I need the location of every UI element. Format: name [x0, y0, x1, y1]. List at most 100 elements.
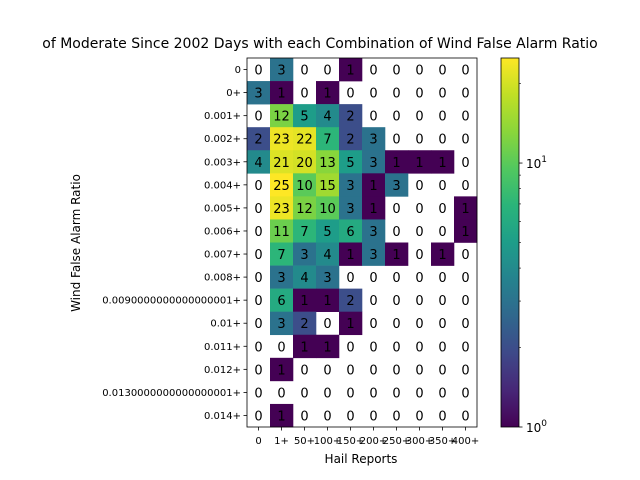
colorbar-gradient — [500, 57, 520, 428]
cell-value-label: 0 — [438, 110, 446, 125]
x-tick-label: 250+ — [383, 436, 410, 447]
cell-value-label: 15 — [319, 179, 336, 194]
cell-value-label: 0 — [438, 340, 446, 355]
y-tick-label: 0.0090000000000000001+ — [102, 296, 241, 307]
heatmap-cell — [270, 265, 294, 289]
cell-value-label: 1 — [438, 248, 446, 263]
heatmap-cell — [270, 311, 294, 336]
y-tick-label: 0.002+ — [204, 134, 241, 145]
cell-value-label: 4 — [323, 248, 331, 263]
heatmap-cell — [408, 150, 432, 174]
cell-value-label: 0 — [254, 386, 262, 401]
cell-value-label: 0 — [415, 202, 423, 217]
y-tick-label: 0.011+ — [204, 342, 241, 353]
heatmap-cell — [385, 242, 409, 266]
heatmap-cell — [293, 242, 317, 266]
cell-value-label: 1 — [461, 225, 469, 240]
cell-value-label: 0 — [254, 64, 262, 79]
cell-value-label: 0 — [415, 64, 423, 79]
cell-value-label: 1 — [392, 156, 400, 171]
heatmap-cell — [316, 242, 340, 266]
cell-value-label: 23 — [273, 202, 290, 217]
cell-value-label: 0 — [392, 64, 400, 79]
cell-value-label: 7 — [300, 225, 308, 240]
cell-value-label: 0 — [369, 340, 377, 355]
cell-value-label: 0 — [346, 87, 354, 102]
cell-value-label: 0 — [461, 179, 469, 194]
x-tick-label: 0 — [255, 436, 261, 447]
heatmap-cell — [247, 81, 271, 105]
cell-value-label: 3 — [369, 156, 377, 171]
y-tick-label: 0 — [235, 65, 241, 76]
heatmap-cell — [270, 219, 294, 243]
cell-value-label: 0 — [346, 271, 354, 286]
cell-value-label: 1 — [346, 317, 354, 332]
heatmap-cell — [293, 150, 317, 174]
cell-value-label: 0 — [392, 271, 400, 286]
cell-value-label: 0 — [415, 248, 423, 263]
heatmap-cell — [431, 150, 455, 174]
cell-value-label: 0 — [392, 294, 400, 309]
y-tick-label: 0.004+ — [204, 180, 241, 191]
y-tick-label: 0.012+ — [204, 365, 241, 376]
cell-value-label: 0 — [461, 248, 469, 263]
cell-value-label: 0 — [254, 179, 262, 194]
cell-value-label: 2 — [346, 294, 354, 309]
cell-value-label: 0 — [300, 64, 308, 79]
cell-value-label: 0 — [392, 87, 400, 102]
cell-value-label: 0 — [392, 340, 400, 355]
cell-value-label: 1 — [461, 202, 469, 217]
cell-value-label: 0 — [254, 294, 262, 309]
heatmap-cell — [316, 288, 340, 312]
y-tick-label: 0.003+ — [204, 157, 241, 168]
cell-value-label: 0 — [438, 179, 446, 194]
heatmap-cell — [293, 219, 317, 243]
heatmap-cell — [362, 219, 386, 243]
cell-value-label: 0 — [415, 179, 423, 194]
cell-value-label: 0 — [277, 386, 285, 401]
cell-value-label: 0 — [254, 225, 262, 240]
cell-value-label: 0 — [415, 225, 423, 240]
cell-value-label: 0 — [254, 409, 262, 424]
y-axis-label: Wind False Alarm Ratio — [69, 174, 83, 312]
cell-value-label: 0 — [369, 317, 377, 332]
heatmap-cell — [270, 58, 294, 82]
cell-value-label: 0 — [438, 409, 446, 424]
heatmap-cell — [339, 104, 363, 128]
cell-value-label: 2 — [346, 110, 354, 125]
cell-value-label: 3 — [254, 87, 262, 102]
heatmap-cell — [385, 150, 409, 174]
cell-value-label: 0 — [369, 363, 377, 378]
cell-value-label: 0 — [415, 317, 423, 332]
cell-value-label: 0 — [300, 87, 308, 102]
cell-value-label: 1 — [438, 156, 446, 171]
heatmap-cell — [385, 173, 409, 197]
cell-value-label: 0 — [369, 409, 377, 424]
cell-value-label: 0 — [323, 386, 331, 401]
cell-value-label: 0 — [438, 294, 446, 309]
cell-value-label: 0 — [392, 110, 400, 125]
cell-value-label: 0 — [254, 110, 262, 125]
cell-value-label: 3 — [323, 271, 331, 286]
cell-value-label: 1 — [277, 363, 285, 378]
x-tick-label: 300+ — [406, 436, 433, 447]
cell-value-label: 0 — [254, 340, 262, 355]
cell-value-label: 1 — [323, 87, 331, 102]
heatmap-cell — [454, 219, 478, 243]
cell-value-label: 12 — [296, 202, 313, 217]
cell-value-label: 1 — [369, 202, 377, 217]
heatmap-cell — [293, 265, 317, 289]
cell-value-label: 0 — [346, 363, 354, 378]
cell-value-label: 0 — [323, 363, 331, 378]
cell-value-label: 0 — [415, 294, 423, 309]
heatmap-cell — [339, 242, 363, 266]
cell-value-label: 0 — [392, 202, 400, 217]
cell-value-label: 0 — [300, 409, 308, 424]
y-tick-label: 0.01+ — [210, 319, 241, 330]
heatmap-cell — [362, 150, 386, 174]
cell-value-label: 0 — [277, 340, 285, 355]
cell-value-label: 1 — [323, 294, 331, 309]
cell-value-label: 3 — [300, 248, 308, 263]
cell-value-label: 0 — [461, 271, 469, 286]
cell-value-label: 0 — [438, 133, 446, 148]
